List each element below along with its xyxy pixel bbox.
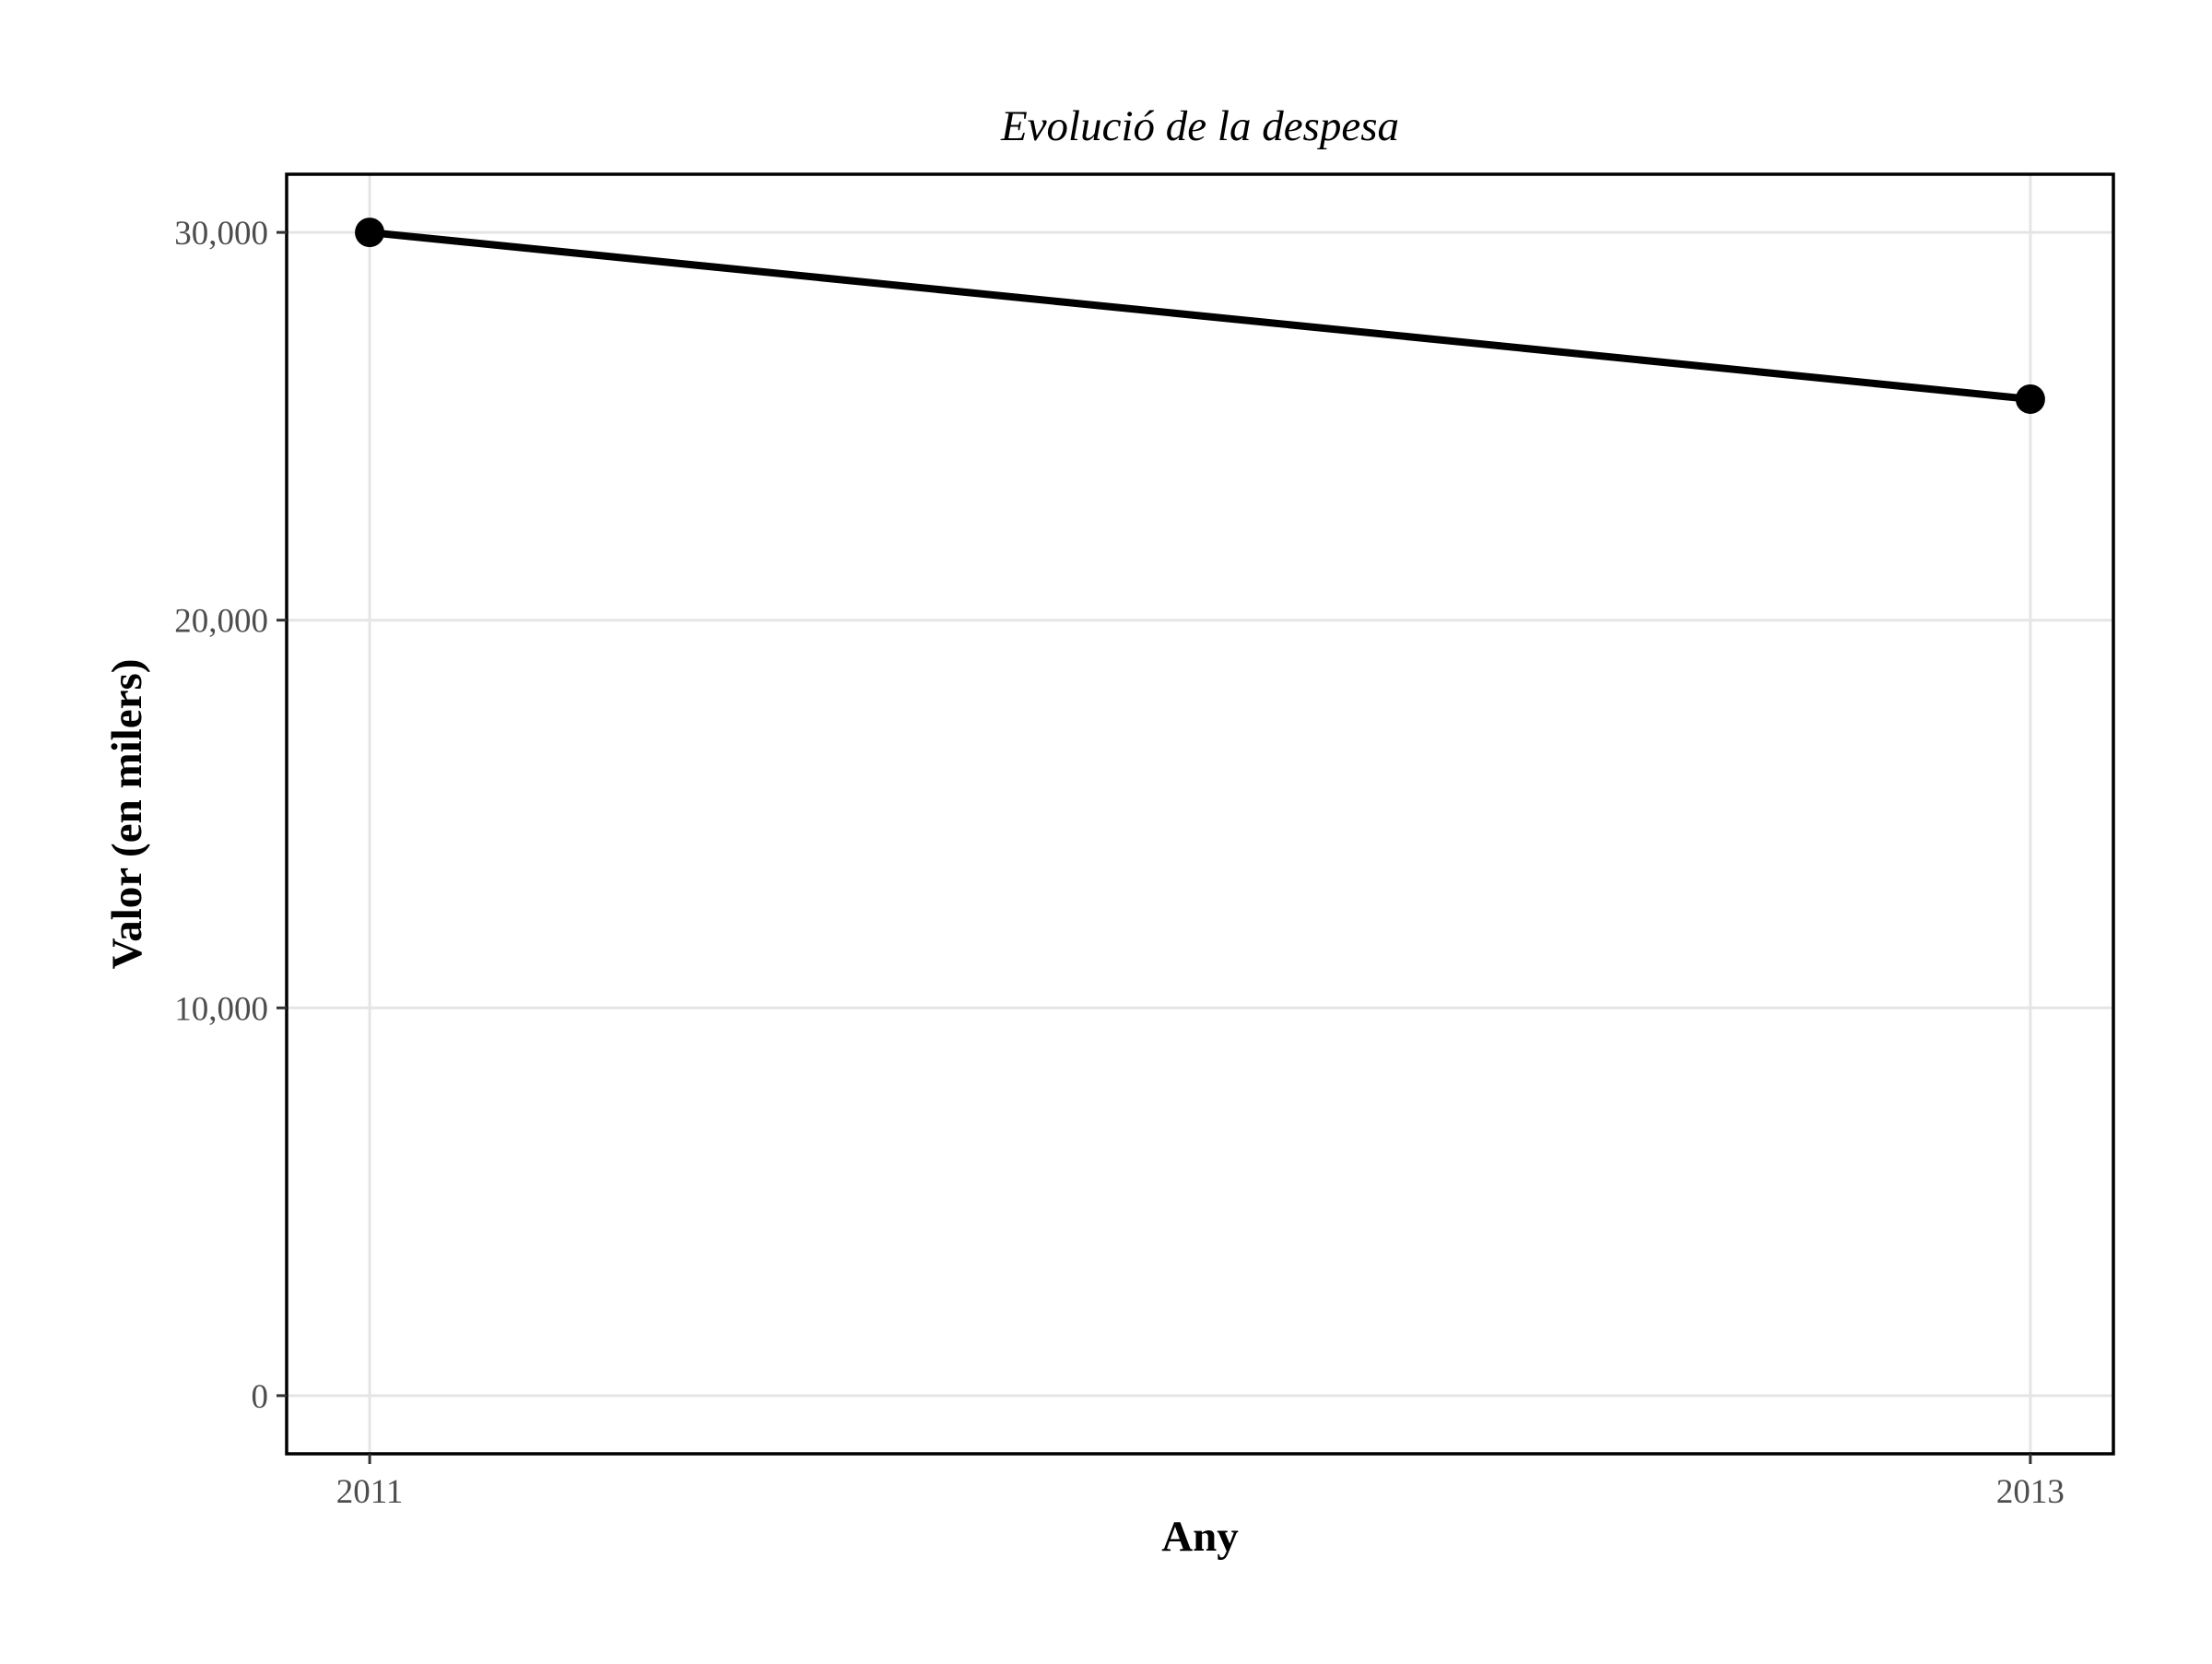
x-axis-title: Any xyxy=(1161,1513,1239,1561)
panel-border xyxy=(285,172,2115,1456)
y-tick-label: 30,000 xyxy=(174,215,268,253)
axis-ticks: 0 10,000 20,000 30,000 2011 2013 xyxy=(174,215,2065,1511)
series-line xyxy=(369,229,2031,403)
chart-title: Evolució de la despesa xyxy=(1000,102,1399,150)
y-axis-title: Valor (en milers) xyxy=(103,659,151,970)
y-tick-label: 0 xyxy=(252,1378,269,1416)
y-tick-label: 10,000 xyxy=(174,990,268,1028)
x-tick-label: 2013 xyxy=(1996,1473,2065,1511)
y-tick-label: 20,000 xyxy=(174,603,268,641)
x-tick-label: 2011 xyxy=(336,1473,404,1511)
series-layer xyxy=(355,218,2045,414)
data-point xyxy=(355,218,385,248)
data-point xyxy=(2015,384,2045,414)
grid-lines xyxy=(287,174,2113,1454)
